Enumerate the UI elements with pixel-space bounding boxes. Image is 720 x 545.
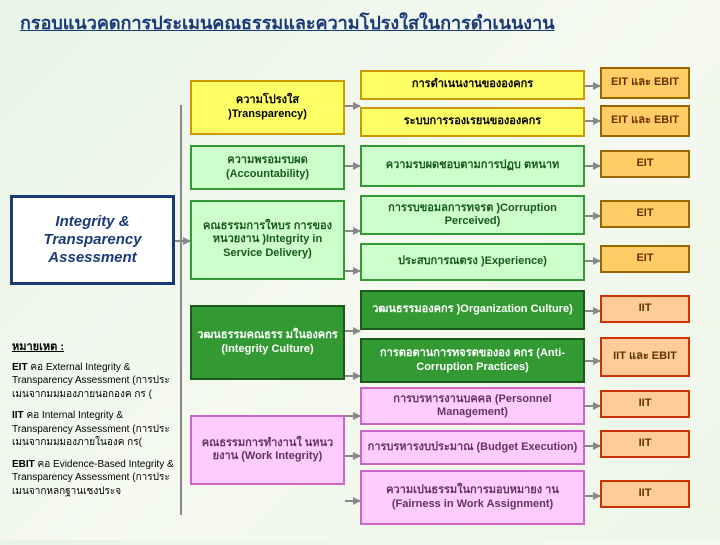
tag-eit-ebit-2: EIT และ EBIT [600,105,690,137]
tag-iit-4: IIT [600,480,690,508]
box-integrity-sd: คณธรรมการใหบร การของหนวยงาน )Integrity i… [190,200,345,280]
box-experience: ประสบการณตรง )Experience) [360,243,585,281]
notes-header: หมายเหต : [12,340,64,355]
box-anticorruption: การตอตานการทจรตขององ คกร (Anti-Corruptio… [360,338,585,383]
note-iit: IIT คอ Internal Integrity & Transparency… [12,409,182,450]
box-org-operation: การดำเนนงานขององคกร [360,70,585,100]
box-org-culture: วฒนธรรมองคกร )Organization Culture) [360,290,585,330]
tag-iit-ebit: IIT และ EBIT [600,337,690,377]
tag-eit-ebit-1: EIT และ EBIT [600,67,690,99]
tag-iit-1: IIT [600,295,690,323]
box-fairness: ความเปนธรรมในการมอบหมายง าน (Fairness in… [360,470,585,525]
box-work-integrity: คณธรรมการทำงานใ นหนวยงาน (Work Integrity… [190,415,345,485]
tag-iit-2: IIT [600,390,690,418]
notes-section: หมายเหต : EIT คอ External Integrity & Tr… [12,340,182,506]
note-eit: EIT คอ External Integrity & Transparency… [12,361,182,402]
box-responsibility: ความรบผดชอบตามการปฏบ ตหนาท [360,145,585,187]
tag-iit-3: IIT [600,430,690,458]
box-budget: การบรหารงบประมาณ (Budget Execution) [360,430,585,465]
box-transparency: ความโปรงใส )Transparency) [190,80,345,135]
tag-eit-1: EIT [600,150,690,178]
page-title: กรอบแนวคดการประเมนคณธรรมและความโปรงใสในก… [0,0,720,45]
main-assessment-box: Integrity & Transparency Assessment [10,195,175,285]
box-accountability: ความพรอมรบผด (Accountability) [190,145,345,190]
tag-eit-3: EIT [600,245,690,273]
tag-eit-2: EIT [600,200,690,228]
box-integrity-culture: วฒนธรรมคณธรร มในองคกร (Integrity Culture… [190,305,345,380]
box-personnel: การบรหารงานบคคล (Personnel Management) [360,387,585,425]
box-corruption: การรบขอมลการทจรต )Corruption Perceived) [360,195,585,235]
box-complaint: ระบบการรองเรยนขององคกร [360,107,585,137]
diagram-canvas: Integrity & Transparency Assessment ความ… [0,45,720,545]
note-ebit: EBIT คอ Evidence-Based Integrity & Trans… [12,458,182,499]
